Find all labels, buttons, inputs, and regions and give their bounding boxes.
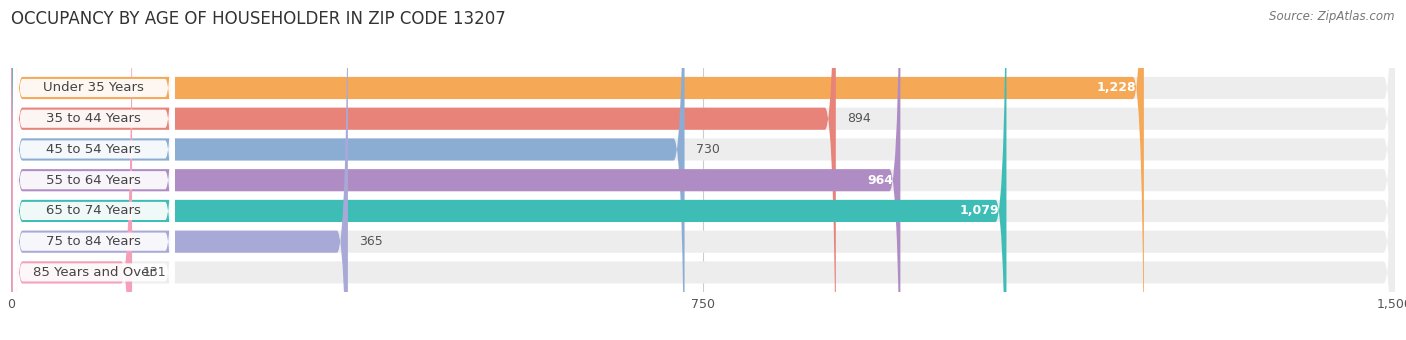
FancyBboxPatch shape bbox=[13, 0, 174, 340]
FancyBboxPatch shape bbox=[11, 0, 1395, 340]
Text: 730: 730 bbox=[696, 143, 720, 156]
FancyBboxPatch shape bbox=[11, 0, 1395, 340]
Text: 964: 964 bbox=[868, 174, 893, 187]
FancyBboxPatch shape bbox=[11, 0, 1395, 340]
FancyBboxPatch shape bbox=[11, 0, 1144, 340]
Text: 131: 131 bbox=[143, 266, 167, 279]
Text: 45 to 54 Years: 45 to 54 Years bbox=[46, 143, 141, 156]
FancyBboxPatch shape bbox=[13, 0, 174, 340]
FancyBboxPatch shape bbox=[13, 0, 174, 340]
FancyBboxPatch shape bbox=[13, 0, 174, 340]
Text: 1,079: 1,079 bbox=[959, 204, 1000, 218]
FancyBboxPatch shape bbox=[11, 0, 685, 340]
FancyBboxPatch shape bbox=[11, 0, 1395, 340]
Text: 35 to 44 Years: 35 to 44 Years bbox=[46, 112, 141, 125]
FancyBboxPatch shape bbox=[11, 0, 132, 340]
Text: Under 35 Years: Under 35 Years bbox=[44, 82, 145, 95]
Text: 75 to 84 Years: 75 to 84 Years bbox=[46, 235, 141, 248]
FancyBboxPatch shape bbox=[13, 0, 174, 340]
FancyBboxPatch shape bbox=[13, 0, 174, 340]
FancyBboxPatch shape bbox=[11, 0, 1395, 340]
FancyBboxPatch shape bbox=[13, 0, 174, 340]
FancyBboxPatch shape bbox=[11, 0, 900, 340]
Text: 1,228: 1,228 bbox=[1097, 82, 1136, 95]
Text: 894: 894 bbox=[846, 112, 870, 125]
Text: 85 Years and Over: 85 Years and Over bbox=[32, 266, 155, 279]
FancyBboxPatch shape bbox=[11, 0, 1395, 340]
Text: 365: 365 bbox=[359, 235, 382, 248]
Text: Source: ZipAtlas.com: Source: ZipAtlas.com bbox=[1270, 10, 1395, 23]
Text: 65 to 74 Years: 65 to 74 Years bbox=[46, 204, 141, 218]
Text: OCCUPANCY BY AGE OF HOUSEHOLDER IN ZIP CODE 13207: OCCUPANCY BY AGE OF HOUSEHOLDER IN ZIP C… bbox=[11, 10, 506, 28]
FancyBboxPatch shape bbox=[11, 0, 1395, 340]
FancyBboxPatch shape bbox=[11, 0, 835, 340]
Text: 55 to 64 Years: 55 to 64 Years bbox=[46, 174, 141, 187]
FancyBboxPatch shape bbox=[11, 0, 347, 340]
FancyBboxPatch shape bbox=[11, 0, 1007, 340]
